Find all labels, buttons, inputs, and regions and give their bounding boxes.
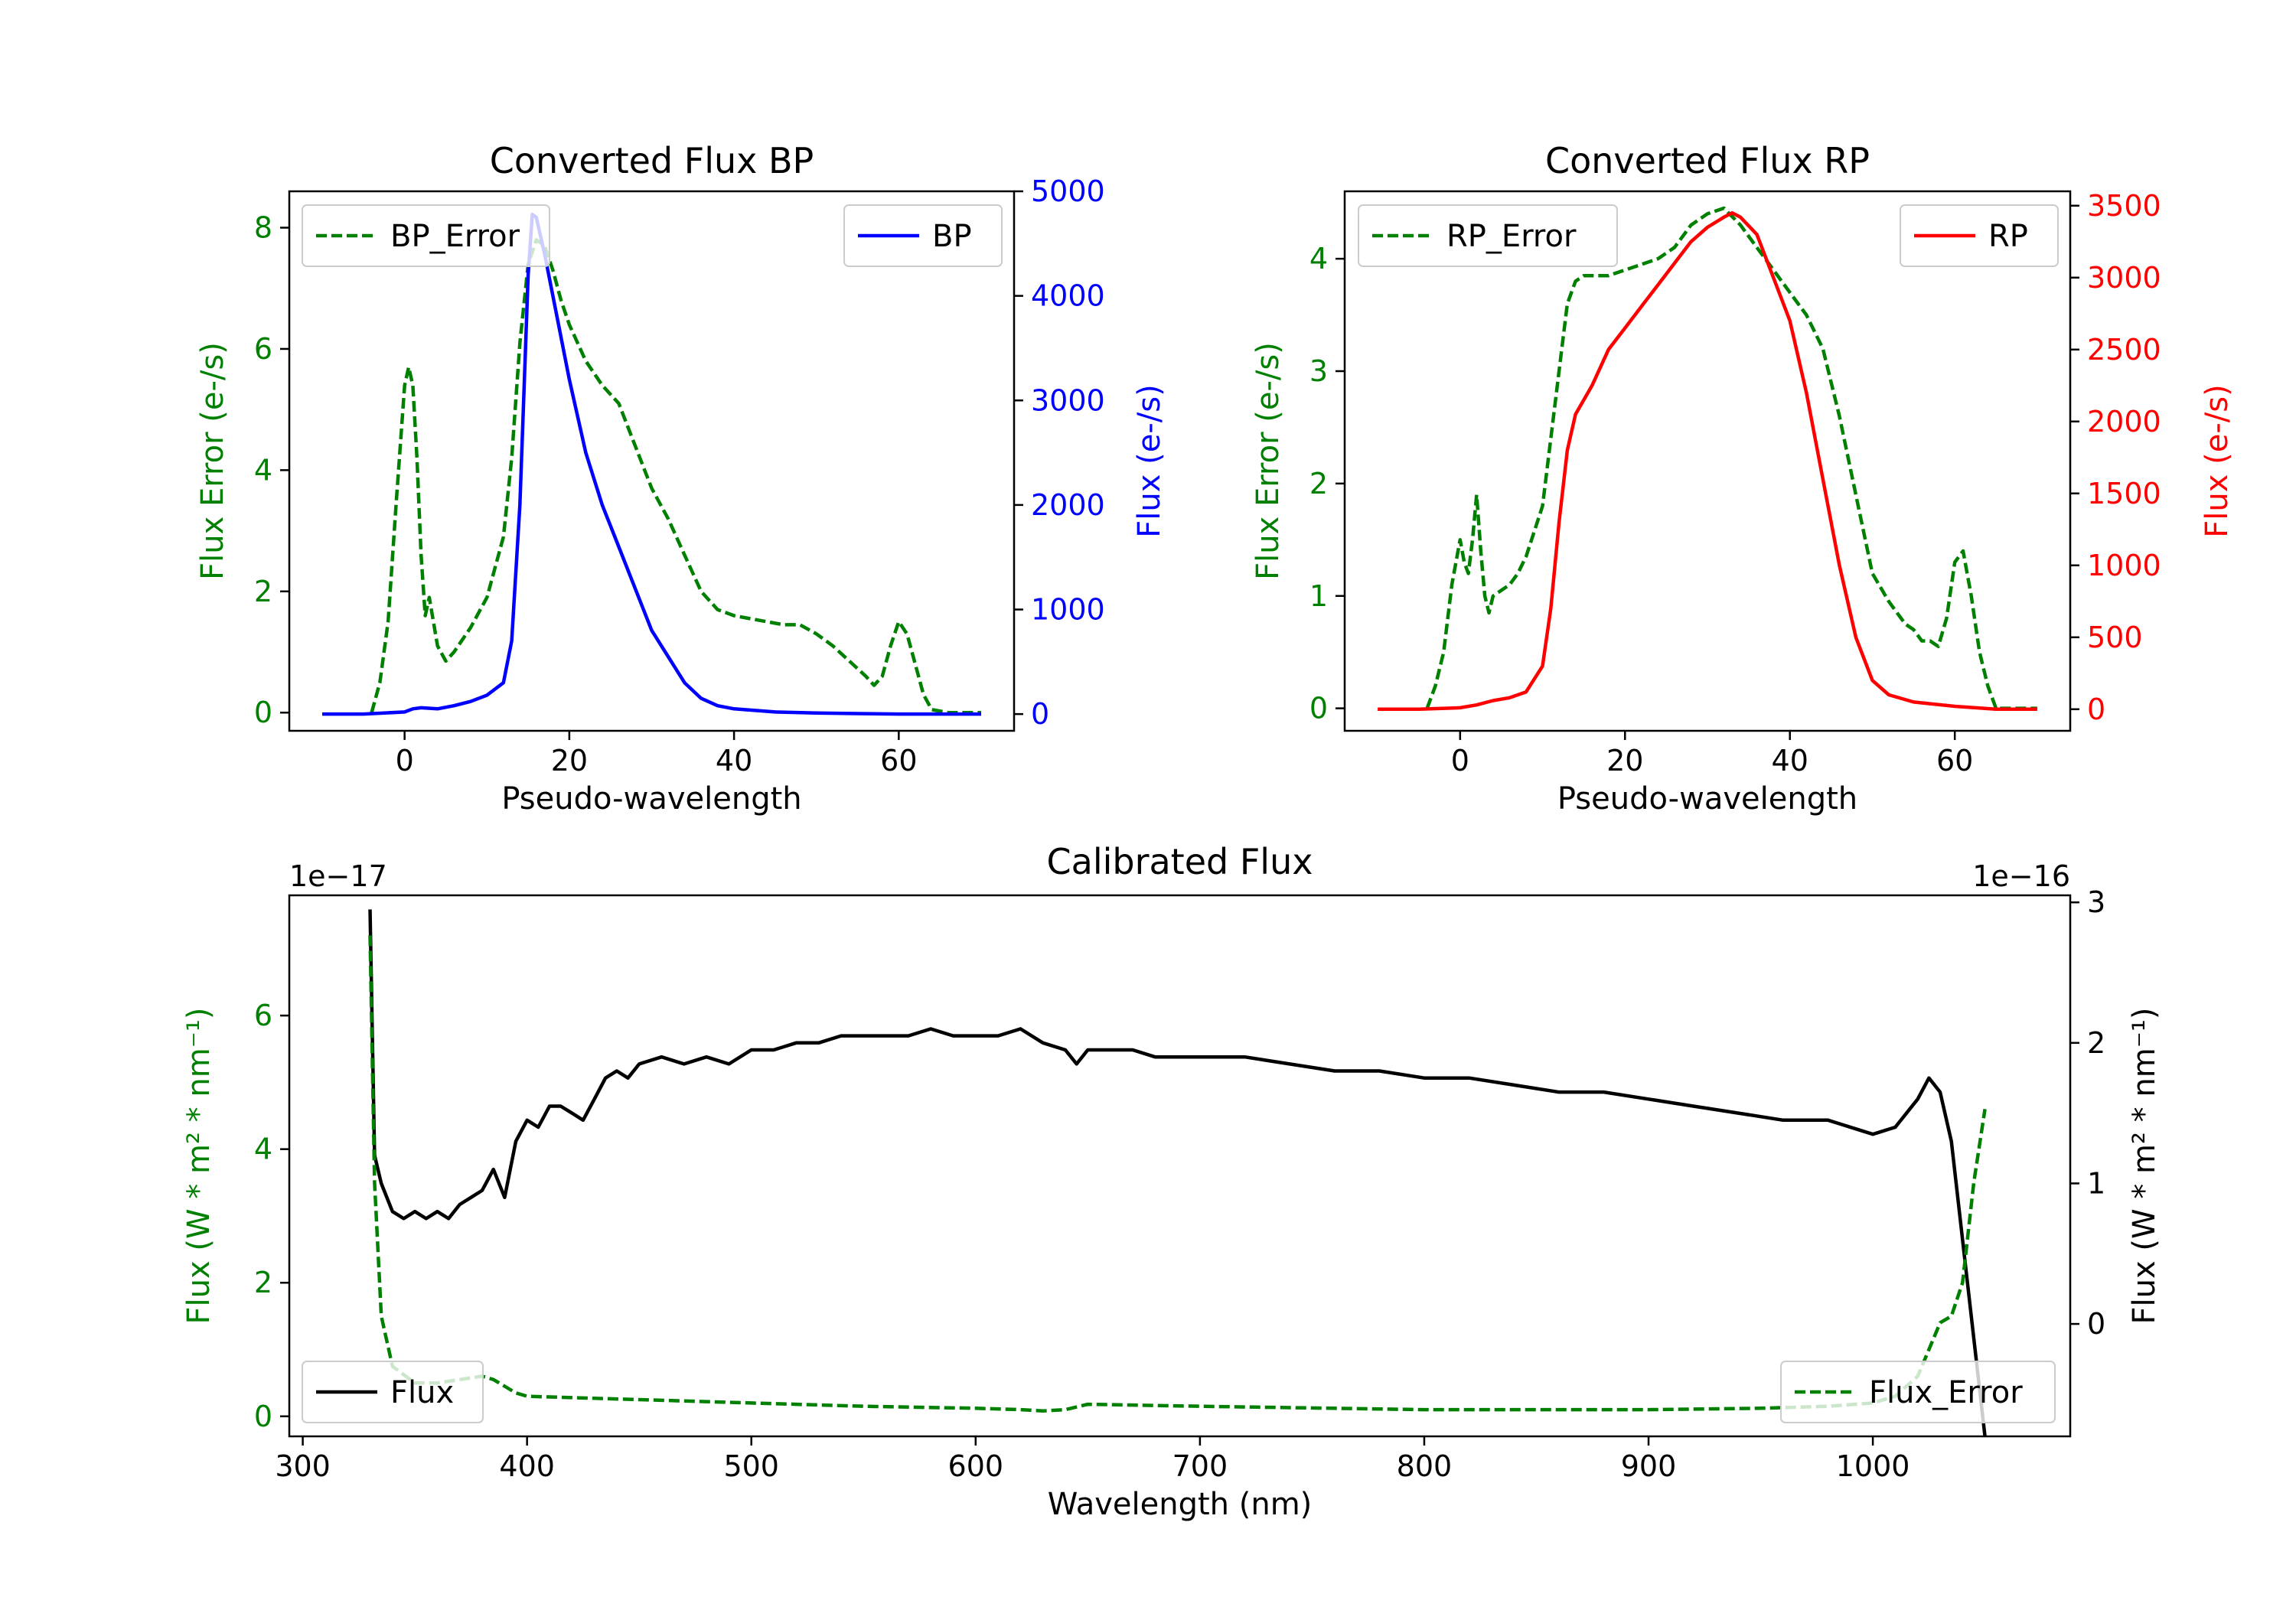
chart-title: Converted Flux RP xyxy=(1545,140,1870,181)
legend-box xyxy=(302,204,550,267)
chart-2: Converted Flux RP0 20 40 60Pseudo-wavelengt… xyxy=(1251,140,2235,817)
legend-label: Flux xyxy=(390,1375,454,1410)
x-tick-label: 40 xyxy=(716,744,752,777)
left-y-tick-label: 4 xyxy=(254,1133,272,1166)
legend-label: Flux_Error xyxy=(1869,1375,2023,1410)
x-tick-label: 20 xyxy=(1606,744,1643,777)
left-y-tick-label: 2 xyxy=(254,1266,272,1299)
series-line-rp-error xyxy=(1425,206,2037,710)
right-y-tick-label: 5000 xyxy=(1031,174,1105,208)
legend-box xyxy=(302,1361,484,1423)
left-y-tick-label: 6 xyxy=(254,332,272,366)
left-y-axis-label: Flux Error (e-/s) xyxy=(195,342,230,580)
right-y-tick-label: 1000 xyxy=(1031,593,1105,627)
x-axis-label: Pseudo-wavelength xyxy=(501,781,801,817)
series-line-bp-error xyxy=(370,238,981,715)
series-line-flux xyxy=(368,909,1987,1437)
series-line-bp xyxy=(322,212,981,716)
x-tick-label: 1000 xyxy=(1836,1449,1910,1483)
left-y-axis-label: Flux (W * m² * nm⁻¹) xyxy=(181,1008,217,1325)
x-tick-label: 60 xyxy=(880,744,917,777)
x-tick-label: 800 xyxy=(1397,1449,1453,1483)
right-y-tick-label: 0 xyxy=(2087,1307,2105,1341)
right-y-tick-label: 3 xyxy=(2087,885,2105,919)
x-tick-label: 300 xyxy=(275,1449,331,1483)
left-y-tick-label: 0 xyxy=(254,1400,272,1433)
chart-title: Calibrated Flux xyxy=(1047,841,1313,882)
left-y-tick-label: 6 xyxy=(254,999,272,1032)
x-axis-label: Wavelength (nm) xyxy=(1048,1487,1313,1522)
right-y-tick-label: 2500 xyxy=(2087,333,2161,367)
right-y-tick-label: 1500 xyxy=(2087,477,2161,510)
series-line-rp xyxy=(1378,210,2037,712)
right-y-tick-label: 0 xyxy=(1031,697,1049,731)
x-tick-label: 60 xyxy=(1936,744,1973,777)
right-y-tick-label: 1 xyxy=(2087,1166,2105,1200)
left-y-offset-text: 1e−17 xyxy=(289,859,387,893)
x-tick-label: 500 xyxy=(723,1449,779,1483)
right-y-tick-label: 4000 xyxy=(1031,279,1105,313)
legend-label: BP_Error xyxy=(390,219,520,254)
left-y-tick-label: 1 xyxy=(1309,579,1328,613)
right-y-tick-label: 3000 xyxy=(2087,261,2161,295)
left-y-tick-label: 2 xyxy=(1309,467,1328,500)
legend-box xyxy=(1780,1361,2056,1423)
plot-frame xyxy=(288,190,1016,732)
right-y-tick-label: 3000 xyxy=(1031,383,1105,417)
legend-label: BP xyxy=(932,219,972,254)
legend-label: RP_Error xyxy=(1446,219,1577,254)
left-y-tick-label: 2 xyxy=(254,575,272,608)
right-y-axis-label: Flux (e-/s) xyxy=(2200,384,2235,537)
x-tick-label: 700 xyxy=(1172,1449,1228,1483)
x-tick-label: 400 xyxy=(499,1449,555,1483)
chart-title: Converted Flux BP xyxy=(490,140,814,181)
legend-box xyxy=(843,204,1003,267)
x-tick-label: 600 xyxy=(948,1449,1004,1483)
right-y-tick-label: 2000 xyxy=(1031,488,1105,522)
x-tick-label: 0 xyxy=(396,744,414,777)
chart-1: Converted Flux BP0 20 40 60Pseudo-wavelengt… xyxy=(195,140,1167,817)
left-y-tick-label: 0 xyxy=(1309,692,1328,725)
series-line-flux-error xyxy=(368,935,1987,1413)
plot-frame xyxy=(1343,190,2072,732)
legend-box xyxy=(1358,204,1618,267)
right-y-tick-label: 2000 xyxy=(2087,405,2161,438)
right-y-axis-label: Flux (e-/s) xyxy=(1132,384,1167,537)
x-tick-label: 20 xyxy=(551,744,588,777)
right-y-axis-label: Flux (W * m² * nm⁻¹) xyxy=(2127,1008,2162,1325)
legend-box xyxy=(1900,204,2059,267)
right-y-tick-label: 1000 xyxy=(2087,549,2161,582)
right-y-offset-text: 1e−16 xyxy=(1972,859,2070,893)
plot-frame xyxy=(288,894,2072,1438)
left-y-tick-label: 4 xyxy=(1309,242,1328,275)
right-y-tick-label: 3500 xyxy=(2087,189,2161,223)
x-tick-label: 900 xyxy=(1621,1449,1677,1483)
right-y-tick-label: 500 xyxy=(2087,621,2143,654)
x-axis-label: Pseudo-wavelength xyxy=(1557,781,1857,817)
legend-label: RP xyxy=(1988,219,2028,254)
left-y-tick-label: 0 xyxy=(254,696,272,729)
left-y-axis-label: Flux Error (e-/s) xyxy=(1251,342,1286,580)
left-y-tick-label: 4 xyxy=(254,453,272,487)
right-y-tick-label: 2 xyxy=(2087,1026,2105,1060)
left-y-tick-label: 3 xyxy=(1309,354,1328,388)
x-tick-label: 0 xyxy=(1451,744,1469,777)
right-y-tick-label: 0 xyxy=(2087,693,2105,726)
x-tick-label: 40 xyxy=(1772,744,1808,777)
left-y-tick-label: 8 xyxy=(254,211,272,245)
